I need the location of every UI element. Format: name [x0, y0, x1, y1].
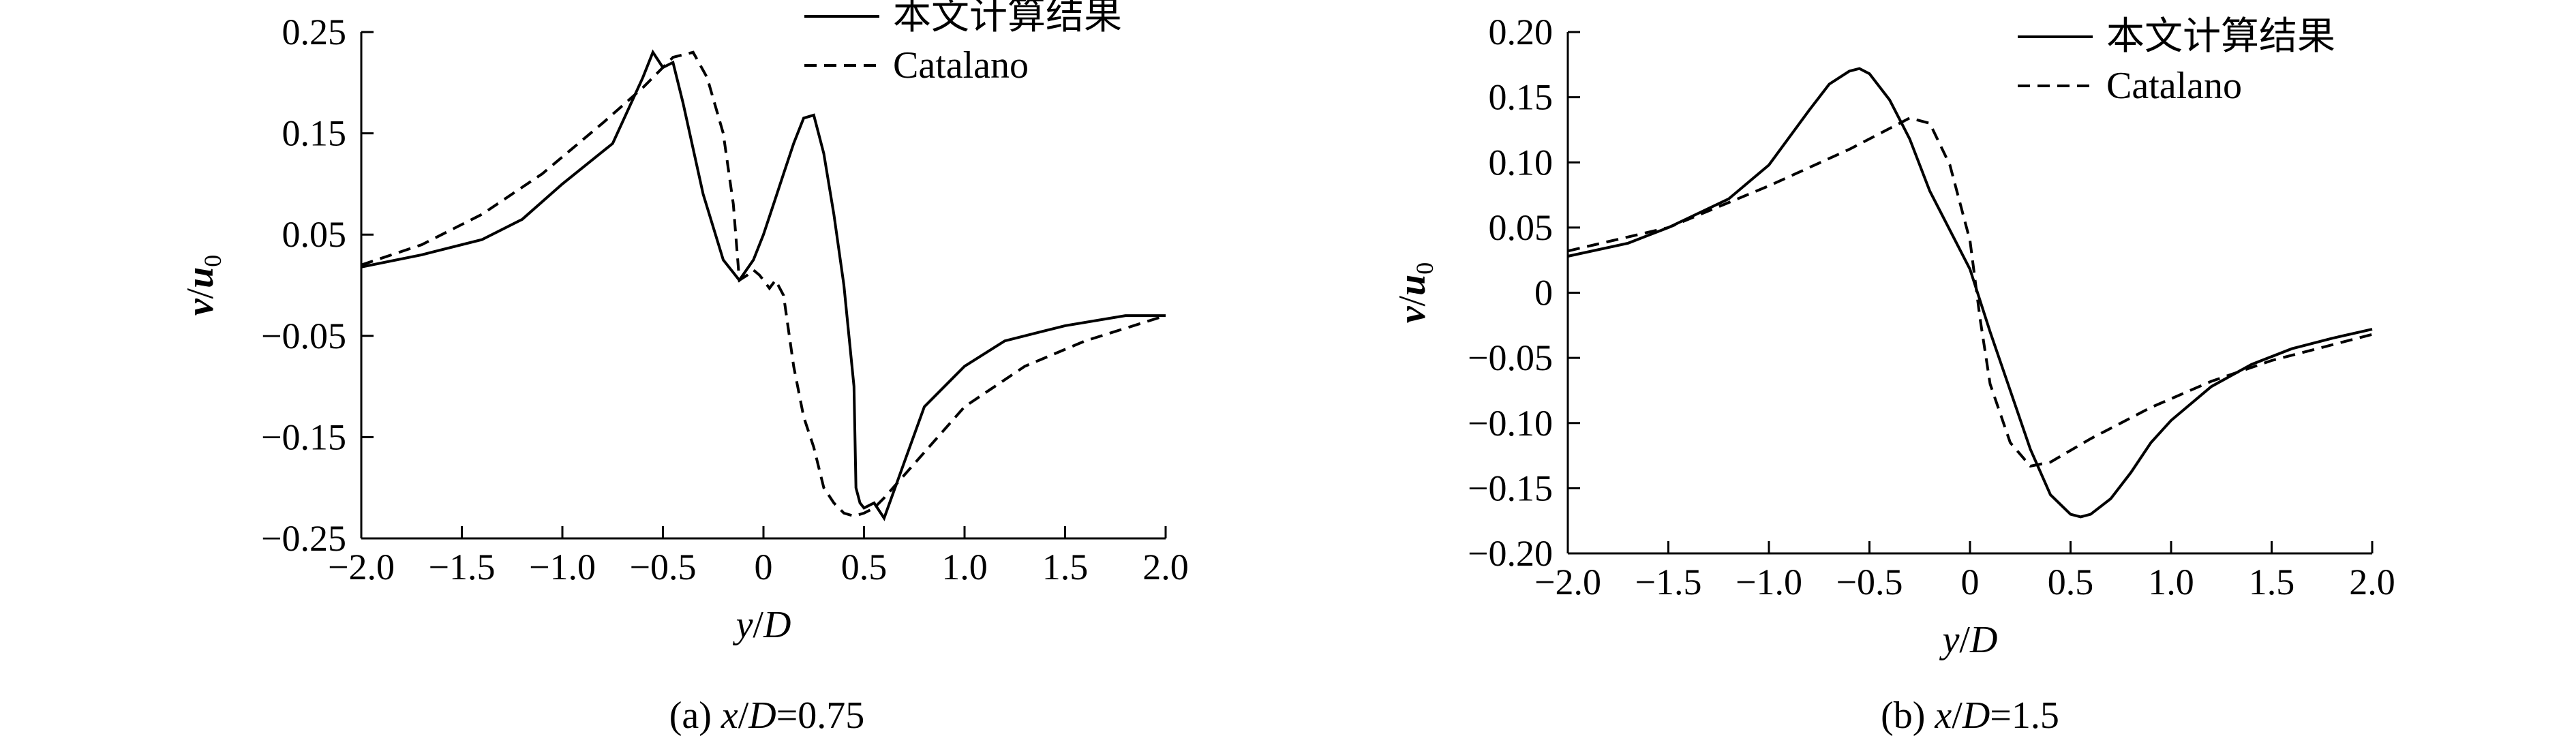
- series-line-computed: [1567, 67, 2373, 519]
- y-axis-title: v/u0: [1391, 262, 1438, 324]
- series-line-catalano: [1567, 117, 2373, 468]
- legend-label: 本文计算结果: [893, 0, 1122, 37]
- x-tick-label: 0.5: [2048, 562, 2094, 602]
- series-line-computed: [361, 49, 1166, 521]
- y-tick-label: 0.10: [1489, 142, 1554, 183]
- y-tick-label: 0.15: [1489, 77, 1554, 118]
- x-tick-label: 1.0: [2148, 562, 2194, 602]
- y-tick-label: 0.20: [1489, 12, 1554, 52]
- legend-label: 本文计算结果: [2106, 16, 2335, 58]
- y-tick-label: −0.15: [261, 416, 346, 457]
- legend-label: Catalano: [2106, 65, 2242, 107]
- x-tick-label: −1.5: [1635, 562, 1702, 602]
- x-tick-label: 2.0: [1142, 547, 1189, 587]
- y-tick-label: 0.05: [282, 214, 347, 255]
- x-axis-title: y/D: [1939, 619, 1998, 661]
- chart-panel-a: −2.0 −1.5 −1.0 −0.5 0 0.5 1.0 1.5 2.0 0.25 0.15 0.0…: [179, 0, 1189, 737]
- x-tick-label: 0: [755, 547, 773, 587]
- y-tick-label: −0.25: [261, 518, 346, 559]
- y-tick-label: 0.05: [1489, 207, 1554, 248]
- y-tick-label: −0.10: [1468, 403, 1553, 444]
- x-tick-label: 0: [1961, 562, 1980, 602]
- x-tick-label: 1.5: [2249, 562, 2295, 602]
- y-tick-label: −0.20: [1468, 533, 1553, 574]
- x-tick-label: −1.5: [429, 547, 496, 587]
- legend-label: Catalano: [893, 44, 1029, 87]
- x-tick-label: −0.5: [1836, 562, 1903, 602]
- y-tick-label: −0.15: [1468, 468, 1553, 508]
- series-line-catalano: [361, 50, 1166, 518]
- x-tick-label: −2.0: [1534, 562, 1601, 602]
- y-tick-label: 0.25: [282, 12, 347, 52]
- x-tick-label: −2.0: [328, 547, 395, 587]
- panel-caption: (a) x/D=0.75: [669, 694, 865, 737]
- x-tick-label: 1.5: [1042, 547, 1089, 587]
- x-tick-label: 0.5: [841, 547, 888, 587]
- x-tick-label: −0.5: [630, 547, 697, 587]
- y-tick-label: 0: [1534, 273, 1553, 314]
- chart-panel-b: −2.0 −1.5 −1.0 −0.5 0 0.5 1.0 1.5 2.0 0.20 0.15 0.1…: [1391, 12, 2395, 737]
- y-tick-label: −0.05: [261, 316, 346, 356]
- y-tick-label: −0.05: [1468, 337, 1553, 378]
- y-tick-label: 0.15: [282, 113, 347, 154]
- panel-caption: (b) x/D=1.5: [1881, 694, 2059, 737]
- x-tick-label: −1.0: [1736, 562, 1802, 602]
- x-axis-title: y/D: [733, 604, 791, 646]
- x-tick-label: 1.0: [941, 547, 988, 587]
- x-tick-label: 2.0: [2349, 562, 2395, 602]
- y-axis-title: v/u0: [179, 255, 226, 316]
- x-tick-label: −1.0: [529, 547, 596, 587]
